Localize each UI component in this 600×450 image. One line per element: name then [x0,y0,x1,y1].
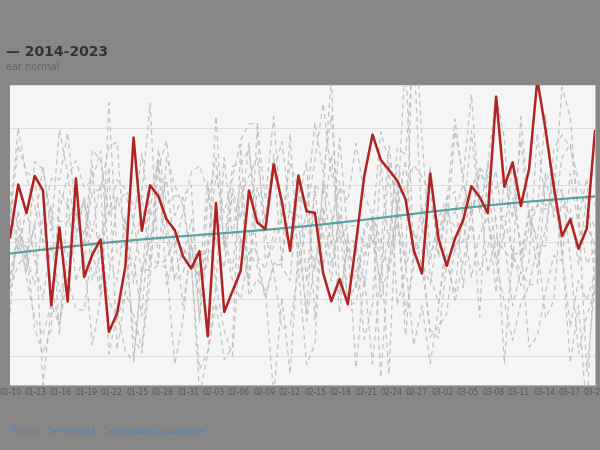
Text: r Service · Get the data · Created with Datawrapper: r Service · Get the data · Created with … [6,428,205,436]
Text: — 2014-2023: — 2014-2023 [6,45,108,59]
Text: ear normal: ear normal [6,62,59,72]
